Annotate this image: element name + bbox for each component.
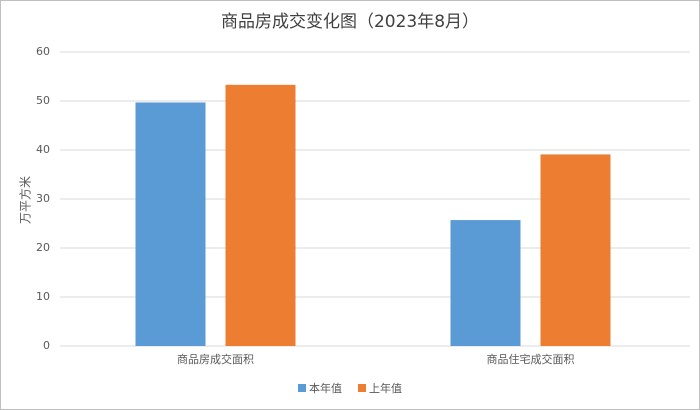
y-tick-label: 60 (36, 45, 50, 58)
bar (540, 154, 611, 346)
y-tick-label: 50 (36, 94, 50, 107)
y-tick-label: 40 (36, 143, 50, 156)
y-axis-label: 万平方米 (18, 176, 33, 224)
y-tick-label: 0 (43, 339, 50, 352)
bar (450, 220, 521, 346)
y-tick-label: 30 (36, 192, 50, 205)
y-tick-label: 10 (36, 290, 50, 303)
legend-label: 上年值 (369, 381, 402, 395)
bar (135, 102, 206, 346)
chart-title: 商品房成交变化图（2023年8月） (221, 12, 479, 32)
legend-swatch (358, 384, 366, 392)
legend-swatch (298, 384, 306, 392)
bar (225, 84, 296, 346)
x-tick-label: 商品房成交面积 (177, 352, 254, 366)
y-tick-label: 20 (36, 241, 50, 254)
x-tick-label: 商品住宅成交面积 (487, 352, 575, 366)
legend-label: 本年值 (309, 381, 342, 395)
